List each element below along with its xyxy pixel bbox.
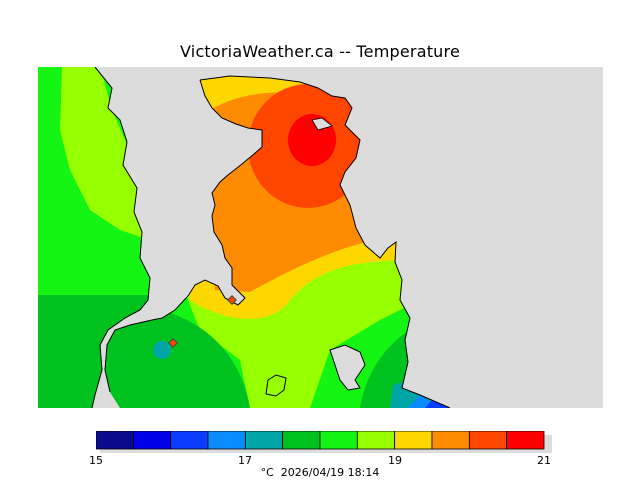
peninsula-coastline [104, 75, 451, 408]
legend-cell [244, 431, 284, 450]
station-marker[interactable] [227, 295, 237, 305]
lake-outline [329, 344, 366, 391]
legend-tick: 21 [537, 454, 551, 467]
station-marker[interactable] [168, 338, 178, 348]
legend-cell [207, 431, 246, 450]
legend-cell [319, 431, 358, 450]
west-shore-coastline [91, 67, 151, 408]
legend-cell [394, 431, 433, 450]
chart-title: VictoriaWeather.ca -- Temperature [180, 42, 460, 61]
legend-cell [96, 431, 134, 450]
legend-cell [132, 431, 172, 450]
legend-cell [170, 431, 209, 450]
color-legend [96, 431, 552, 453]
legend-cell [356, 431, 396, 450]
legend-caption: °C 2026/04/19 18:14 [0, 466, 640, 479]
lake-outline [265, 374, 287, 397]
legend-cell [282, 431, 321, 450]
unit-label: °C [260, 466, 274, 479]
legend-cell [506, 431, 545, 450]
legend-cell [431, 431, 470, 450]
harbour-notch [311, 117, 333, 131]
timestamp: 2026/04/19 18:14 [280, 466, 380, 479]
legend-cells [96, 431, 545, 450]
legend-tick: 19 [388, 454, 402, 467]
temperature-map [38, 67, 603, 408]
legend-tick: 15 [89, 454, 103, 467]
legend-cell [468, 431, 508, 450]
legend-tick: 17 [238, 454, 252, 467]
